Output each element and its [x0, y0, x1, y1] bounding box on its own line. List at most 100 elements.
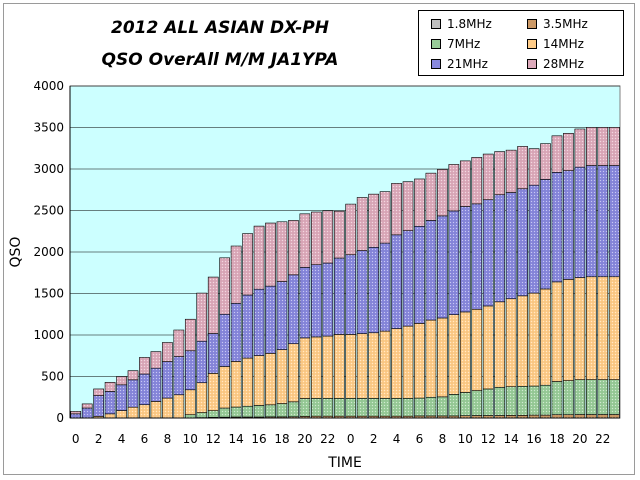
bar-segment-21mhz: [116, 384, 127, 411]
bar-stack: [104, 382, 116, 419]
x-tick-label: 2: [370, 432, 378, 446]
bar-stack: [196, 292, 208, 419]
bar-segment-21mhz: [162, 361, 173, 399]
bar-segment-28mhz: [173, 329, 185, 357]
bar-segment-21mhz: [505, 192, 517, 300]
bar-segment-3-5mhz: [574, 414, 586, 419]
bar-stack: [379, 191, 391, 419]
bar-segment-28mhz: [494, 151, 506, 196]
bar-segment-14mhz: [196, 382, 208, 413]
bar-segment-28mhz: [139, 357, 150, 375]
bar-segment-21mhz: [563, 170, 574, 280]
bar-segment-21mhz: [448, 210, 460, 315]
bar-segment-14mhz: [162, 397, 173, 419]
bar-stack: [288, 220, 299, 419]
bar-segment-28mhz: [563, 133, 574, 171]
legend-swatch: [431, 19, 441, 29]
bar-segment-7mhz: [276, 403, 288, 418]
x-tick-label: 14: [229, 432, 244, 446]
bar-segment-14mhz: [184, 389, 196, 415]
bar-segment-7mhz: [379, 398, 391, 417]
legend-item: 3.5MHz: [527, 14, 588, 34]
bar-segment-14mhz: [574, 277, 586, 380]
bar-segment-7mhz: [482, 388, 494, 416]
bar-stack: [391, 183, 402, 419]
bar-segment-21mhz: [551, 172, 563, 283]
bar-segment-21mhz: [414, 225, 425, 324]
bar-stack: [608, 127, 620, 419]
y-tick-label: 1000: [33, 328, 64, 342]
bar-segment-21mhz: [574, 166, 586, 278]
bar-segment-21mhz: [70, 413, 82, 419]
bar-segment-14mhz: [207, 373, 219, 411]
x-tick-label: 20: [572, 432, 587, 446]
bar-stack: [322, 210, 334, 419]
bar-stack: [517, 146, 528, 419]
x-tick-label: 10: [183, 432, 198, 446]
bar-stack: [414, 178, 425, 419]
bar-segment-21mhz: [356, 250, 368, 334]
legend-item: 1.8MHz: [431, 14, 492, 34]
bar-stack: [299, 213, 311, 419]
bar-segment-28mhz: [127, 370, 139, 381]
legend-label: 14MHz: [543, 37, 584, 51]
bar-segment-21mhz: [391, 234, 402, 329]
bar-stack: [528, 148, 540, 419]
legend-item: 28MHz: [527, 54, 584, 74]
bar-segment-14mhz: [242, 357, 253, 407]
x-tick-label: 14: [504, 432, 519, 446]
y-tick-label: 3500: [33, 121, 64, 135]
bar-segment-28mhz: [162, 342, 173, 362]
bar-segment-28mhz: [368, 193, 379, 248]
bar-segment-21mhz: [528, 184, 540, 294]
bar-segment-28mhz: [104, 382, 116, 392]
bar-segment-28mhz: [551, 135, 563, 173]
y-tick-label: 1500: [33, 287, 64, 301]
bar-segment-21mhz: [368, 246, 379, 334]
bar-segment-14mhz: [551, 281, 563, 382]
bar-segment-28mhz: [242, 233, 253, 296]
bar-segment-14mhz: [471, 308, 483, 391]
bar-segment-28mhz: [437, 169, 448, 217]
bar-segment-21mhz: [379, 242, 391, 332]
x-tick-label: 2: [95, 432, 103, 446]
bar-stack: [253, 225, 265, 419]
bar-segment-28mhz: [586, 127, 597, 166]
bar-segment-14mhz: [322, 335, 334, 399]
bar-segment-3-5mhz: [597, 414, 609, 419]
bar-segment-7mhz: [242, 405, 253, 418]
bar-segment-21mhz: [104, 391, 116, 415]
bar-segment-7mhz: [574, 379, 586, 415]
y-tick-label: 500: [41, 370, 64, 384]
bar-segment-21mhz: [299, 267, 311, 339]
bar-segment-7mhz: [551, 381, 563, 415]
x-tick-label: 18: [549, 432, 564, 446]
bar-segment-7mhz: [356, 398, 368, 417]
legend-swatch: [527, 59, 537, 69]
bar-segment-28mhz: [299, 213, 311, 268]
legend-label: 7MHz: [447, 37, 481, 51]
bar-stack: [597, 127, 609, 419]
x-tick-label: 6: [416, 432, 424, 446]
bar-segment-28mhz: [402, 181, 414, 231]
bar-segment-3-5mhz: [608, 414, 620, 419]
bar-segment-21mhz: [437, 215, 448, 319]
bar-segment-21mhz: [333, 257, 345, 335]
bar-segment-21mhz: [219, 313, 231, 367]
bar-segment-14mhz: [540, 288, 551, 386]
bar-segment-7mhz: [265, 404, 276, 418]
bar-stack: [207, 276, 219, 419]
bar-segment-28mhz: [356, 197, 368, 251]
bar-segment-3-5mhz: [586, 414, 597, 419]
bar-stack: [162, 342, 173, 419]
bar-segment-7mhz: [608, 379, 620, 415]
bar-stack: [116, 376, 127, 419]
bar-segment-28mhz: [345, 203, 357, 256]
bar-segment-28mhz: [540, 143, 551, 180]
bar-segment-14mhz: [311, 336, 322, 399]
bar-stack: [494, 151, 506, 419]
x-tick-label: 20: [297, 432, 312, 446]
legend-label: 21MHz: [447, 57, 488, 71]
bar-stack: [448, 164, 460, 419]
bar-segment-14mhz: [517, 295, 528, 387]
